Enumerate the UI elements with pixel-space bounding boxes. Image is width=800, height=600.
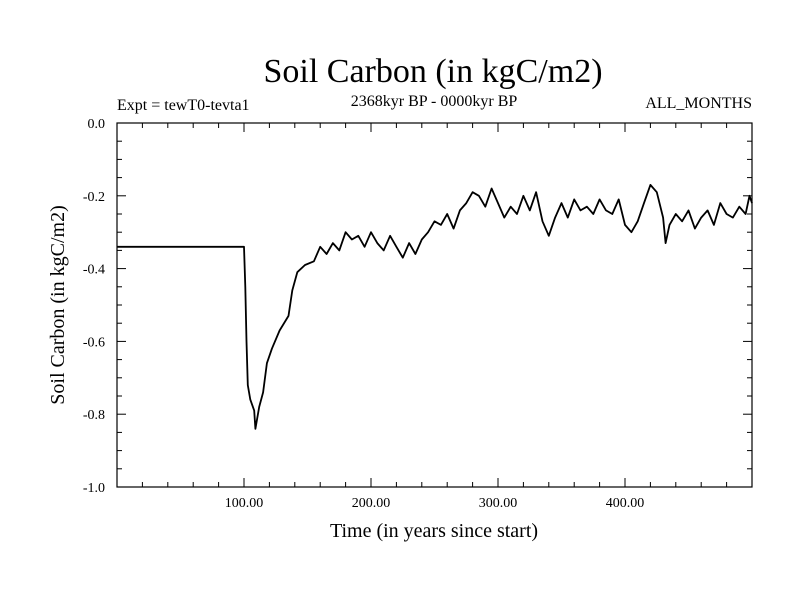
y-axis-label: Soil Carbon (in kgC/m2)	[47, 205, 69, 404]
axis-tick-labels: 100.00 200.00 300.00 400.00 0.0 -0.2 -0.4 -0.6 -…	[83, 117, 644, 511]
y-tick-label: -0.4	[83, 263, 105, 278]
chart-title: Soil Carbon (in kgC/m2)	[263, 53, 602, 90]
x-tick-label: 100.00	[225, 496, 264, 511]
x-axis-label: Time (in years since start)	[330, 520, 538, 542]
period-label: 2368kyr BP - 0000kyr BP	[351, 93, 518, 110]
experiment-label: Expt = tewT0-tevta1	[117, 97, 250, 114]
soil-carbon-line	[117, 184, 753, 430]
y-tick-label: -1.0	[83, 481, 105, 496]
axis-ticks	[117, 123, 752, 487]
months-label: ALL_MONTHS	[645, 95, 752, 112]
y-tick-label: -0.8	[83, 408, 105, 423]
y-tick-label: -0.6	[83, 335, 105, 350]
plot-frame	[116, 122, 753, 488]
x-tick-label: 400.00	[606, 496, 645, 511]
y-tick-label: 0.0	[88, 117, 106, 132]
y-tick-label: -0.2	[83, 190, 105, 205]
x-tick-label: 200.00	[352, 496, 391, 511]
x-tick-label: 300.00	[479, 496, 518, 511]
